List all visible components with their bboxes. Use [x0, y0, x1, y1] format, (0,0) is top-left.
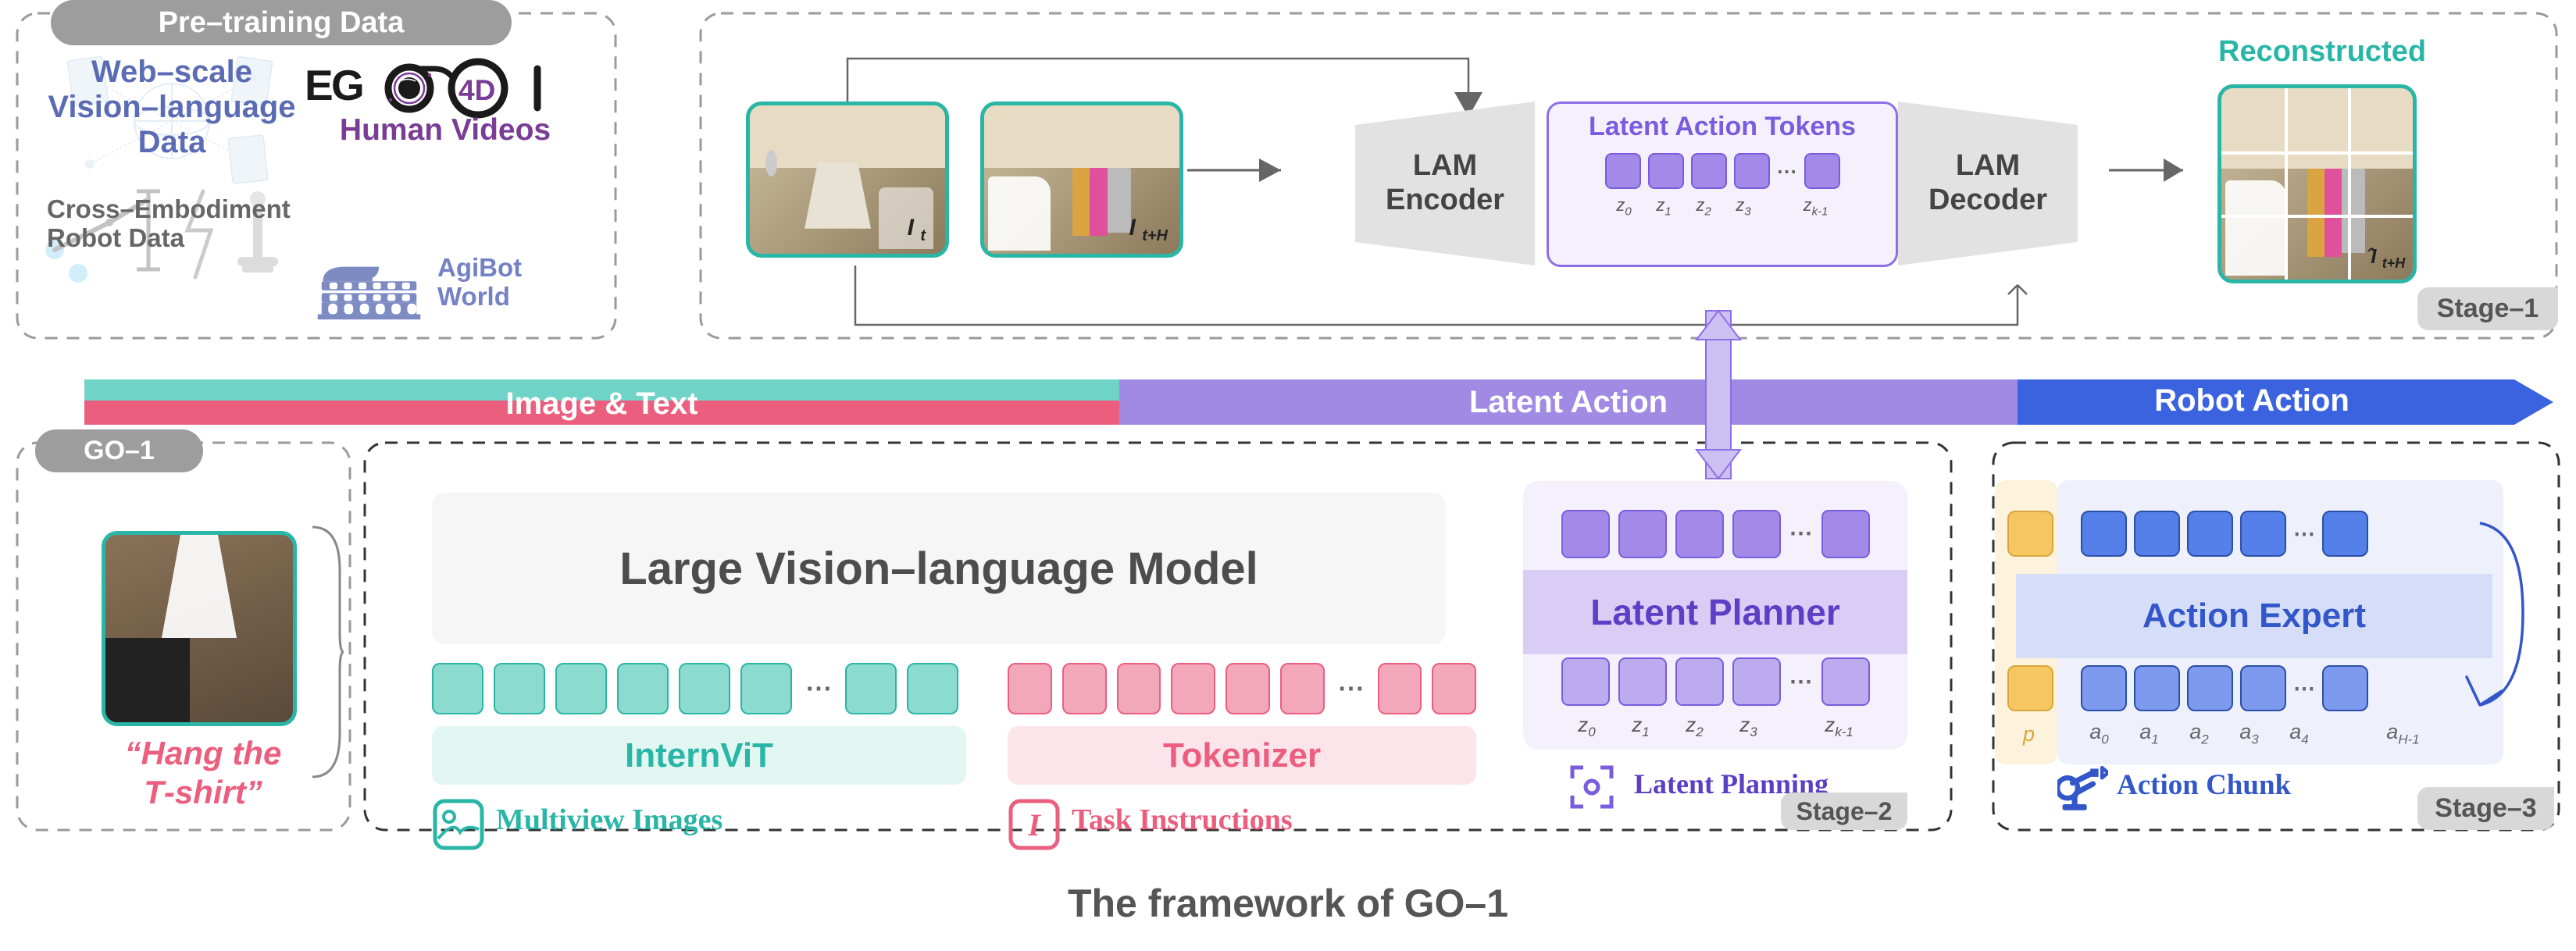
- svg-text:4D: 4D: [458, 74, 495, 106]
- svg-text:G: G: [331, 61, 365, 109]
- svg-text:E: E: [305, 61, 334, 109]
- svg-text:I: I: [1027, 807, 1041, 842]
